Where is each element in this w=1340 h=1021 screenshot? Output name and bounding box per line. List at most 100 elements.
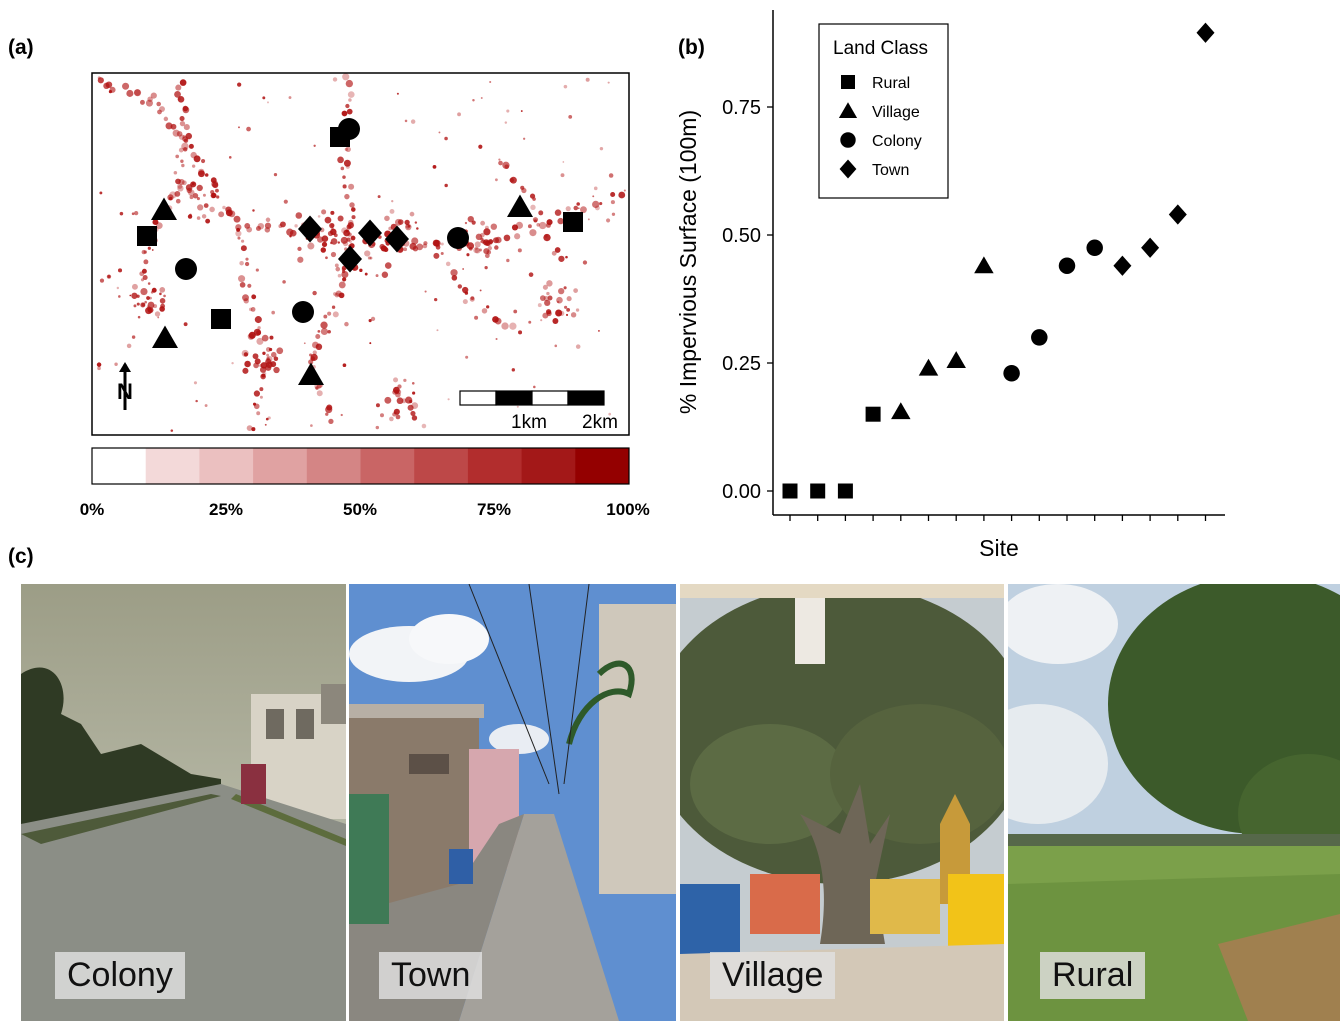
urban-patch (332, 311, 339, 318)
urban-patch (260, 362, 268, 369)
urban-patch (333, 233, 338, 238)
urban-patch (286, 228, 294, 236)
urban-patch (143, 259, 149, 265)
urban-patch (337, 241, 341, 244)
urban-patch (136, 302, 140, 306)
urban-patch (327, 311, 332, 316)
urban-patch (265, 417, 269, 421)
urban-patch (558, 287, 565, 295)
urban-patch (340, 236, 348, 244)
legend-marker-rural (841, 75, 855, 89)
data-point-town (1168, 204, 1187, 225)
urban-patch (175, 84, 182, 91)
urban-patch (264, 423, 267, 426)
urban-patch (606, 218, 611, 223)
urban-patch (511, 224, 519, 231)
urban-patch (344, 321, 349, 327)
urban-patch (210, 192, 216, 199)
urban-patch (350, 235, 356, 241)
urban-patch (316, 390, 323, 397)
urban-patch (599, 201, 603, 206)
urban-patch (444, 183, 448, 188)
urban-patch (495, 337, 498, 341)
urban-patch (170, 123, 177, 130)
urban-patch (592, 200, 600, 209)
urban-patch (575, 344, 581, 349)
urban-patch (551, 250, 557, 256)
urban-patch (503, 234, 511, 242)
urban-patch (152, 219, 159, 226)
urban-patch (203, 203, 209, 208)
urban-patch (254, 358, 261, 365)
urban-patch (445, 261, 451, 267)
urban-patch (341, 267, 346, 272)
urban-patch (233, 215, 241, 223)
urban-patch (334, 292, 340, 298)
data-point-rural (837, 483, 853, 499)
urban-patch (570, 312, 577, 318)
urban-patch (193, 381, 198, 385)
urban-patch (544, 299, 551, 306)
urban-patch (379, 413, 384, 418)
urban-patch (466, 253, 470, 257)
urban-patch (375, 274, 379, 278)
urban-patch (329, 222, 335, 229)
urban-patch (573, 205, 579, 211)
urban-patch (337, 273, 342, 278)
urban-patch (312, 290, 317, 296)
urban-patch (247, 283, 252, 288)
urban-patch (610, 192, 616, 198)
caption-village: Village (710, 952, 836, 999)
urban-patch (309, 353, 313, 357)
urban-patch (320, 321, 328, 329)
data-point-rural (810, 483, 826, 499)
urban-patch (178, 179, 185, 186)
urban-patch (271, 310, 275, 315)
map-site-marker (137, 226, 157, 246)
urban-patch (483, 228, 491, 236)
urban-patch (537, 303, 542, 308)
urban-patch (344, 193, 350, 200)
data-point-colony (1086, 239, 1103, 257)
urban-patch (432, 239, 440, 247)
urban-patch (364, 272, 368, 276)
urban-patch (407, 224, 411, 228)
urban-patch (546, 280, 553, 287)
urban-patch (342, 277, 347, 282)
urban-patch (222, 205, 226, 210)
urban-patch (273, 173, 278, 177)
urban-patch (139, 271, 145, 277)
urban-patch (383, 247, 389, 253)
urban-patch (375, 425, 380, 430)
urban-patch (131, 212, 135, 216)
map-site-marker (447, 227, 469, 249)
urban-patch (411, 381, 415, 385)
urban-patch (134, 211, 139, 216)
urban-patch (527, 224, 532, 229)
urban-patch (262, 351, 266, 355)
x-axis-ticks (789, 515, 1207, 521)
urban-patch (389, 208, 395, 214)
urban-patch (180, 159, 184, 163)
data-point-village (918, 358, 939, 376)
urban-patch (342, 73, 350, 81)
urban-patch (142, 275, 148, 281)
urban-patch (131, 335, 136, 339)
panel-a-label: (a) (8, 36, 34, 59)
urban-patch (157, 316, 160, 319)
urban-patch (466, 242, 475, 250)
colorbar-frame (91, 447, 630, 485)
urban-patch (469, 296, 475, 302)
urban-patch (494, 245, 499, 250)
urban-patch (478, 144, 483, 149)
urban-patch (479, 289, 482, 292)
urban-patch (341, 270, 349, 279)
urban-patch (424, 290, 427, 293)
urban-patch (237, 82, 242, 87)
urban-patch (259, 387, 264, 392)
urban-patch (333, 292, 337, 296)
data-point-village (891, 402, 911, 420)
urban-patch (183, 138, 189, 143)
urban-patch (273, 366, 280, 374)
urban-patch (563, 84, 568, 89)
